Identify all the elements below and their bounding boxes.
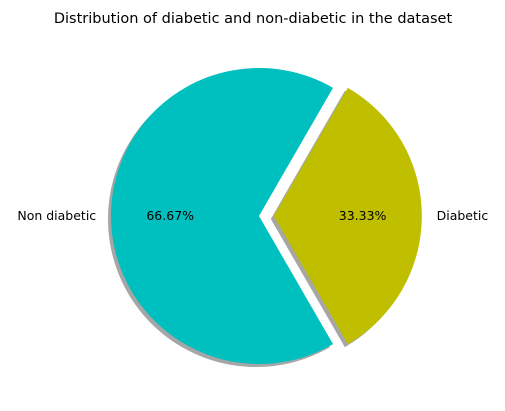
slice-label-non-diabetic: Non diabetic xyxy=(17,208,96,223)
slice-diabetic xyxy=(273,87,422,345)
slice-non-diabetic xyxy=(110,67,334,365)
label-layer: Non diabetic 66.67% Diabetic 33.33% xyxy=(17,208,488,223)
chart-title: Distribution of diabetic and non-diabeti… xyxy=(54,11,453,27)
slice-percent-non-diabetic: 66.67% xyxy=(146,208,194,223)
slice-label-diabetic: Diabetic xyxy=(437,208,489,223)
slice-layer xyxy=(110,67,422,365)
slice-percent-diabetic: 33.33% xyxy=(339,208,387,223)
